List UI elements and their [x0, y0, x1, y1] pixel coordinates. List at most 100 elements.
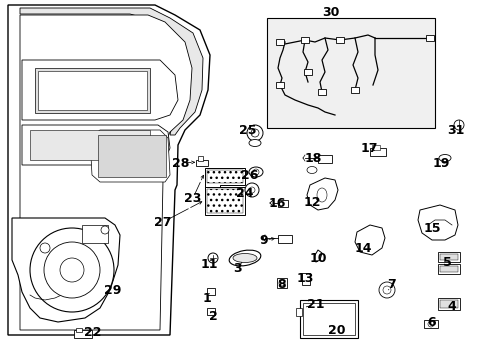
Bar — [437, 264, 459, 274]
Bar — [350, 87, 358, 93]
Ellipse shape — [229, 250, 260, 266]
Circle shape — [250, 129, 259, 137]
Bar — [38, 71, 147, 110]
Bar — [35, 68, 150, 113]
Bar — [275, 82, 284, 88]
Text: 22: 22 — [84, 325, 102, 338]
Polygon shape — [306, 178, 337, 210]
Bar — [317, 155, 331, 163]
Text: 24: 24 — [236, 186, 253, 199]
Polygon shape — [22, 125, 170, 165]
Text: 20: 20 — [327, 324, 345, 337]
Bar — [76, 328, 82, 332]
Bar — [303, 303, 354, 335]
Bar — [439, 300, 457, 308]
Bar — [206, 189, 243, 213]
Bar — [371, 145, 379, 150]
Circle shape — [248, 187, 254, 193]
Bar — [266, 18, 434, 128]
Polygon shape — [417, 205, 457, 240]
Text: 7: 7 — [386, 279, 395, 292]
Ellipse shape — [248, 140, 261, 147]
Bar — [437, 298, 459, 310]
Bar — [206, 288, 215, 295]
Text: 1: 1 — [202, 292, 211, 305]
Text: 26: 26 — [241, 168, 258, 181]
Polygon shape — [20, 8, 203, 135]
Bar — [74, 330, 92, 338]
Circle shape — [252, 169, 259, 175]
Ellipse shape — [232, 253, 257, 262]
Polygon shape — [8, 5, 209, 335]
Text: 3: 3 — [232, 262, 241, 275]
Bar — [198, 156, 203, 161]
Bar — [295, 308, 302, 316]
Text: 16: 16 — [268, 197, 285, 210]
Polygon shape — [354, 225, 384, 255]
Polygon shape — [12, 218, 120, 322]
Text: 15: 15 — [423, 221, 440, 234]
Polygon shape — [204, 187, 244, 215]
Bar — [425, 35, 433, 41]
Text: 11: 11 — [200, 258, 217, 271]
Text: 17: 17 — [360, 141, 377, 154]
Text: 29: 29 — [104, 284, 122, 297]
Circle shape — [279, 280, 285, 286]
Bar — [278, 235, 291, 243]
Text: 19: 19 — [431, 157, 449, 170]
Circle shape — [60, 258, 84, 282]
Bar — [439, 254, 457, 260]
Ellipse shape — [49, 260, 61, 276]
Bar — [206, 308, 215, 315]
Text: 14: 14 — [353, 242, 371, 255]
Bar — [369, 148, 385, 156]
Ellipse shape — [306, 166, 316, 174]
Bar — [423, 320, 437, 328]
Bar — [275, 39, 284, 45]
Bar — [439, 266, 457, 272]
Polygon shape — [90, 130, 170, 182]
Bar — [299, 300, 357, 338]
Circle shape — [44, 242, 100, 298]
Bar — [304, 69, 311, 75]
Text: 12: 12 — [303, 195, 320, 208]
Bar — [302, 273, 309, 285]
Ellipse shape — [438, 154, 450, 162]
Bar — [196, 160, 207, 166]
Text: 18: 18 — [304, 152, 321, 165]
Bar — [98, 135, 165, 177]
Text: 21: 21 — [306, 298, 324, 311]
Polygon shape — [22, 60, 178, 120]
Text: 28: 28 — [172, 157, 189, 170]
Text: 31: 31 — [447, 123, 464, 136]
Circle shape — [40, 243, 50, 253]
Bar — [301, 37, 308, 43]
Text: 6: 6 — [427, 316, 435, 329]
Bar — [437, 252, 459, 262]
Bar — [335, 37, 343, 43]
Circle shape — [453, 120, 463, 130]
Text: 8: 8 — [277, 279, 286, 292]
Ellipse shape — [61, 260, 89, 296]
Circle shape — [30, 228, 114, 312]
Ellipse shape — [248, 167, 263, 177]
Text: 27: 27 — [154, 216, 171, 229]
Polygon shape — [204, 168, 244, 195]
Bar — [278, 200, 287, 207]
Circle shape — [207, 253, 218, 263]
Text: 10: 10 — [308, 252, 326, 265]
Circle shape — [382, 286, 390, 294]
Circle shape — [427, 321, 433, 327]
Text: 4: 4 — [447, 301, 455, 314]
Bar — [276, 278, 286, 288]
Polygon shape — [20, 15, 192, 330]
Bar — [30, 130, 150, 160]
Text: 5: 5 — [442, 256, 450, 269]
Circle shape — [378, 282, 394, 298]
Circle shape — [101, 226, 109, 234]
Bar — [82, 225, 108, 243]
Circle shape — [246, 125, 263, 141]
Ellipse shape — [316, 188, 326, 202]
Text: 25: 25 — [239, 123, 256, 136]
Bar — [206, 170, 243, 183]
